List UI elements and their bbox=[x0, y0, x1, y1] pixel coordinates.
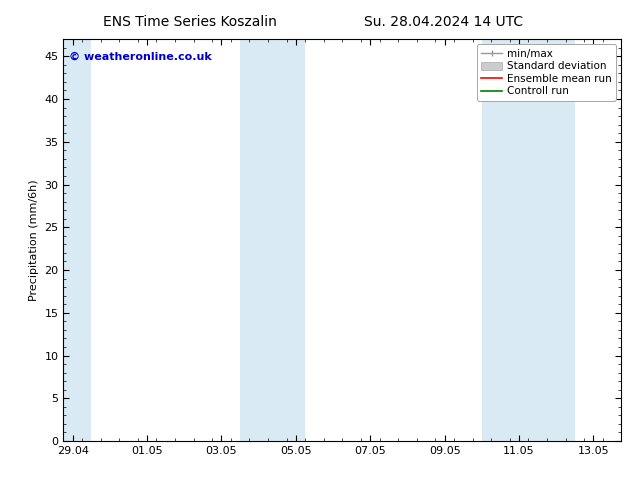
Bar bbox=[63, 39, 91, 441]
Text: © weatheronline.co.uk: © weatheronline.co.uk bbox=[69, 51, 212, 61]
Bar bbox=[240, 39, 305, 441]
Bar bbox=[482, 39, 575, 441]
Text: ENS Time Series Koszalin: ENS Time Series Koszalin bbox=[103, 15, 277, 29]
Y-axis label: Precipitation (mm/6h): Precipitation (mm/6h) bbox=[29, 179, 39, 301]
Legend: min/max, Standard deviation, Ensemble mean run, Controll run: min/max, Standard deviation, Ensemble me… bbox=[477, 45, 616, 100]
Text: Su. 28.04.2024 14 UTC: Su. 28.04.2024 14 UTC bbox=[365, 15, 523, 29]
